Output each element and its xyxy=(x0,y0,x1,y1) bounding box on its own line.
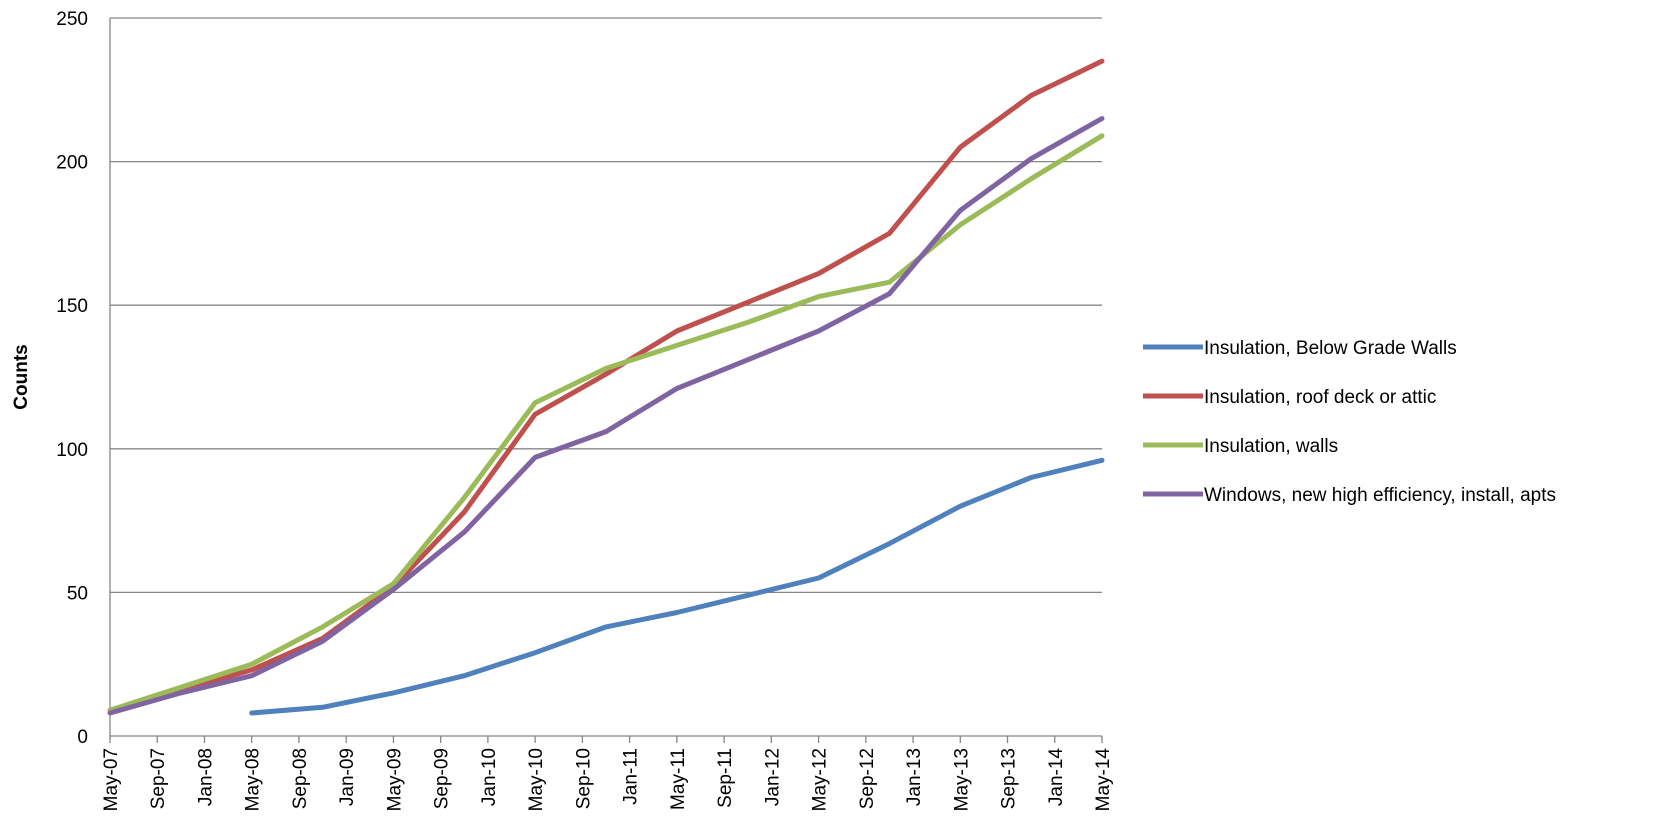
x-tick-label: Sep-09 xyxy=(432,748,453,809)
x-tick-label: Sep-10 xyxy=(573,748,594,809)
legend-label: Windows, new high efficiency, install, a… xyxy=(1204,485,1556,506)
y-axis-title: Counts xyxy=(11,344,32,409)
y-tick-label: 200 xyxy=(56,153,88,174)
x-tick-label: Sep-12 xyxy=(857,748,878,809)
y-tick-label: 100 xyxy=(56,440,88,461)
y-tick-label: 50 xyxy=(67,583,88,604)
x-tick-label: May-10 xyxy=(526,748,547,811)
y-tick-label: 250 xyxy=(56,9,88,30)
x-tick-label: Jan-11 xyxy=(621,748,642,805)
x-tick-label: May-12 xyxy=(810,748,831,811)
x-tick-label: May-11 xyxy=(668,748,689,810)
gridlines xyxy=(110,17,1102,594)
x-tick-label: May-09 xyxy=(384,748,405,811)
x-tick-label: May-08 xyxy=(243,748,264,811)
series-line xyxy=(249,457,1105,716)
series-line xyxy=(107,116,1105,716)
y-tick-label: 0 xyxy=(77,727,88,748)
x-tick-label: May-13 xyxy=(951,748,972,811)
x-tick-labels: May-07 Sep-07 Jan-08 May-08 Sep-08 Jan-09 May-… xyxy=(101,736,1114,811)
x-tick-label: Jan-10 xyxy=(479,748,500,806)
x-tick-label: Jan-12 xyxy=(762,748,783,806)
series-line xyxy=(107,58,1105,713)
axes xyxy=(109,18,1102,737)
x-tick-label: Sep-07 xyxy=(148,748,169,809)
x-tick-label: Jan-13 xyxy=(904,748,925,806)
x-tick-label: Jan-08 xyxy=(195,748,216,806)
legend-label: Insulation, roof deck or attic xyxy=(1204,387,1436,408)
legend: Insulation, Below Grade Walls Insulation,… xyxy=(1143,338,1556,506)
x-tick-label: Jan-09 xyxy=(337,748,358,806)
x-tick-label: Sep-11 xyxy=(715,748,736,808)
series-line xyxy=(107,133,1105,713)
x-tick-label: Sep-13 xyxy=(999,748,1020,809)
y-tick-labels: 0 50 100 150 200 250 xyxy=(56,9,88,748)
x-tick-label: May-07 xyxy=(101,748,122,811)
legend-label: Insulation, Below Grade Walls xyxy=(1204,338,1457,359)
y-tick-label: 150 xyxy=(56,296,88,317)
x-tick-label: May-14 xyxy=(1093,748,1114,812)
x-tick-label: Sep-08 xyxy=(290,748,311,809)
x-tick-label: Jan-14 xyxy=(1046,748,1067,807)
series-lines xyxy=(107,58,1105,716)
legend-label: Insulation, walls xyxy=(1204,436,1338,457)
